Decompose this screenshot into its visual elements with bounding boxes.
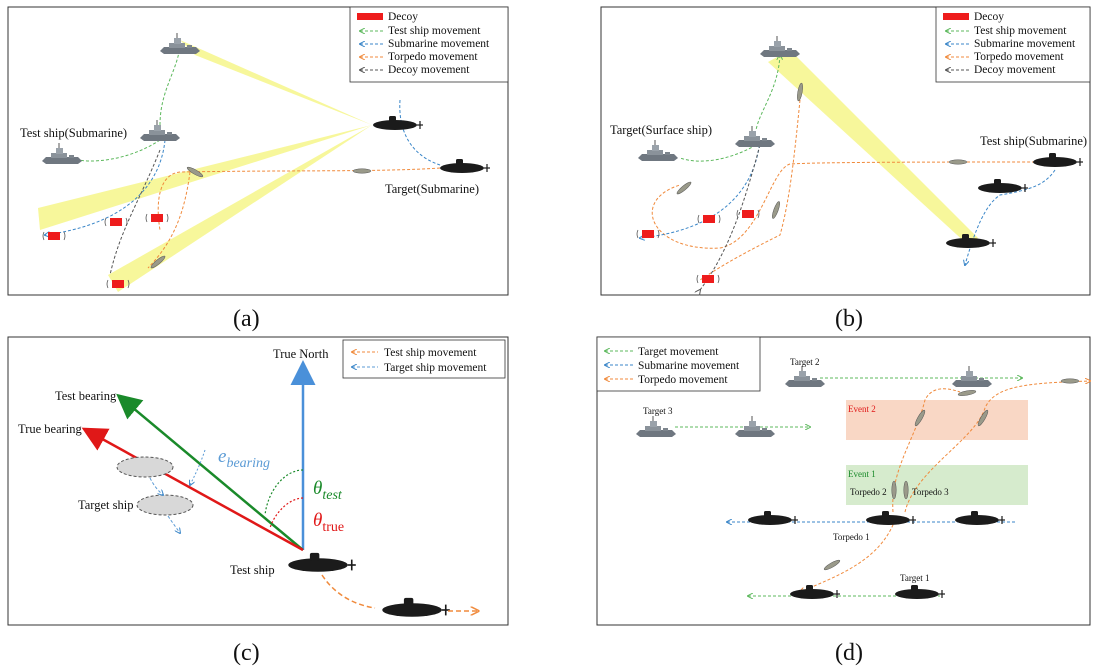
torpedo-path [904, 381, 1090, 513]
legend-submarine: Submarine movement [388, 38, 490, 50]
panel-b: Target(Surface ship) Test ship(Submarine… [600, 6, 1091, 332]
label-torpedo3: Torpedo 3 [912, 487, 949, 497]
legend-decoy-move: Decoy movement [388, 64, 470, 76]
label-target1: Target 1 [900, 573, 929, 583]
event2-box [846, 400, 1028, 440]
caption-a: (a) [233, 306, 260, 332]
label-target: Target(Surface ship) [610, 123, 712, 137]
test-bearing-arrow [116, 393, 304, 551]
torpedo-icon [352, 168, 372, 174]
label-event1: Event 1 [848, 469, 876, 479]
legend-test-ship: Test ship movement [384, 347, 477, 359]
true-bearing-arrow [81, 427, 304, 552]
torpedo-icon [948, 159, 968, 165]
torpedo-path [699, 99, 801, 281]
label-target2: Target 2 [790, 357, 819, 367]
caption-c: (c) [233, 640, 260, 666]
panel-d: Event 2 Event 1 Target 2 Target 3 Targe [596, 336, 1090, 666]
theta-true-arc [269, 497, 304, 529]
label-test-bearing: Test bearing [55, 389, 117, 403]
legend-decoy-swatch [943, 13, 969, 20]
legend-target: Target movement [638, 346, 719, 358]
torpedo-icon [903, 480, 909, 500]
test-ship-path [679, 144, 757, 162]
panel-c: True North Test bearing True bearing θte… [7, 336, 509, 666]
legend-decoy-move: Decoy movement [974, 64, 1056, 76]
torpedo-icon [891, 480, 897, 500]
label-target3: Target 3 [643, 406, 673, 416]
caption-d: (d) [835, 640, 863, 666]
test-ship-sub-path [45, 139, 166, 235]
label-torpedo2: Torpedo 2 [850, 487, 887, 497]
legend-decoy: Decoy [974, 11, 1004, 23]
sonar-beam [180, 40, 372, 125]
legend-a: Decoy Test ship movement Submarine movem… [349, 6, 509, 83]
test-ship-path [755, 55, 780, 131]
torpedo-path [157, 167, 441, 231]
label-target: Target(Submarine) [385, 182, 479, 196]
torpedo-path [147, 171, 191, 269]
e-bearing-symbol: ebearing [218, 446, 270, 471]
legend-torpedo: Torpedo movement [388, 51, 478, 63]
sonar-beam [38, 125, 372, 230]
panel-a: Test ship(Submarine) Target(Submarine) D… [7, 6, 509, 332]
legend-test-ship: Test ship movement [388, 25, 481, 37]
label-event2: Event 2 [848, 404, 876, 414]
caption-b: (b) [835, 306, 863, 332]
legend-submarine: Submarine movement [638, 360, 740, 372]
target-ship-path [149, 477, 163, 495]
legend-test-ship: Test ship movement [974, 25, 1067, 37]
torpedo-icon [1060, 378, 1080, 384]
label-torpedo1: Torpedo 1 [833, 532, 870, 542]
submarine-path [965, 169, 1056, 265]
target-ship-path [167, 515, 180, 533]
e-bearing-pointer [190, 449, 206, 485]
label-target-ship: Target ship [78, 498, 133, 512]
theta-test-symbol: θtest [313, 478, 343, 503]
legend-decoy: Decoy [388, 11, 418, 23]
label-true-north: True North [273, 347, 329, 361]
sonar-beam [108, 125, 372, 292]
legend-target-ship: Target ship movement [384, 362, 487, 374]
label-test-ship: Test ship [230, 563, 275, 577]
decoy-path [109, 149, 161, 276]
label-true-bearing: True bearing [18, 422, 83, 436]
legend-b: Decoy Test ship movement Submarine movem… [935, 6, 1091, 83]
legend-decoy-swatch [357, 13, 383, 20]
legend-c: Test ship movement Target ship movement [342, 339, 506, 379]
event1-box [846, 465, 1028, 505]
target-ship-ellipse [136, 494, 194, 516]
legend-torpedo: Torpedo movement [638, 374, 728, 386]
legend-d: Target movement Submarine movement Torpe… [596, 336, 761, 392]
theta-true-symbol: θtrue [313, 510, 344, 535]
label-test-ship: Test ship(Submarine) [980, 134, 1087, 148]
sonar-beam [768, 50, 978, 245]
theta-test-arc [264, 469, 304, 516]
test-ship-path [321, 574, 376, 609]
torpedo-path [651, 161, 1036, 249]
legend-torpedo: Torpedo movement [974, 51, 1064, 63]
torpedo-path [892, 388, 961, 513]
target-ship-ellipse [116, 456, 174, 478]
panel-c-frame [7, 336, 509, 626]
legend-submarine: Submarine movement [974, 38, 1076, 50]
label-test-ship: Test ship(Submarine) [20, 126, 127, 140]
submarine-path [399, 99, 441, 166]
